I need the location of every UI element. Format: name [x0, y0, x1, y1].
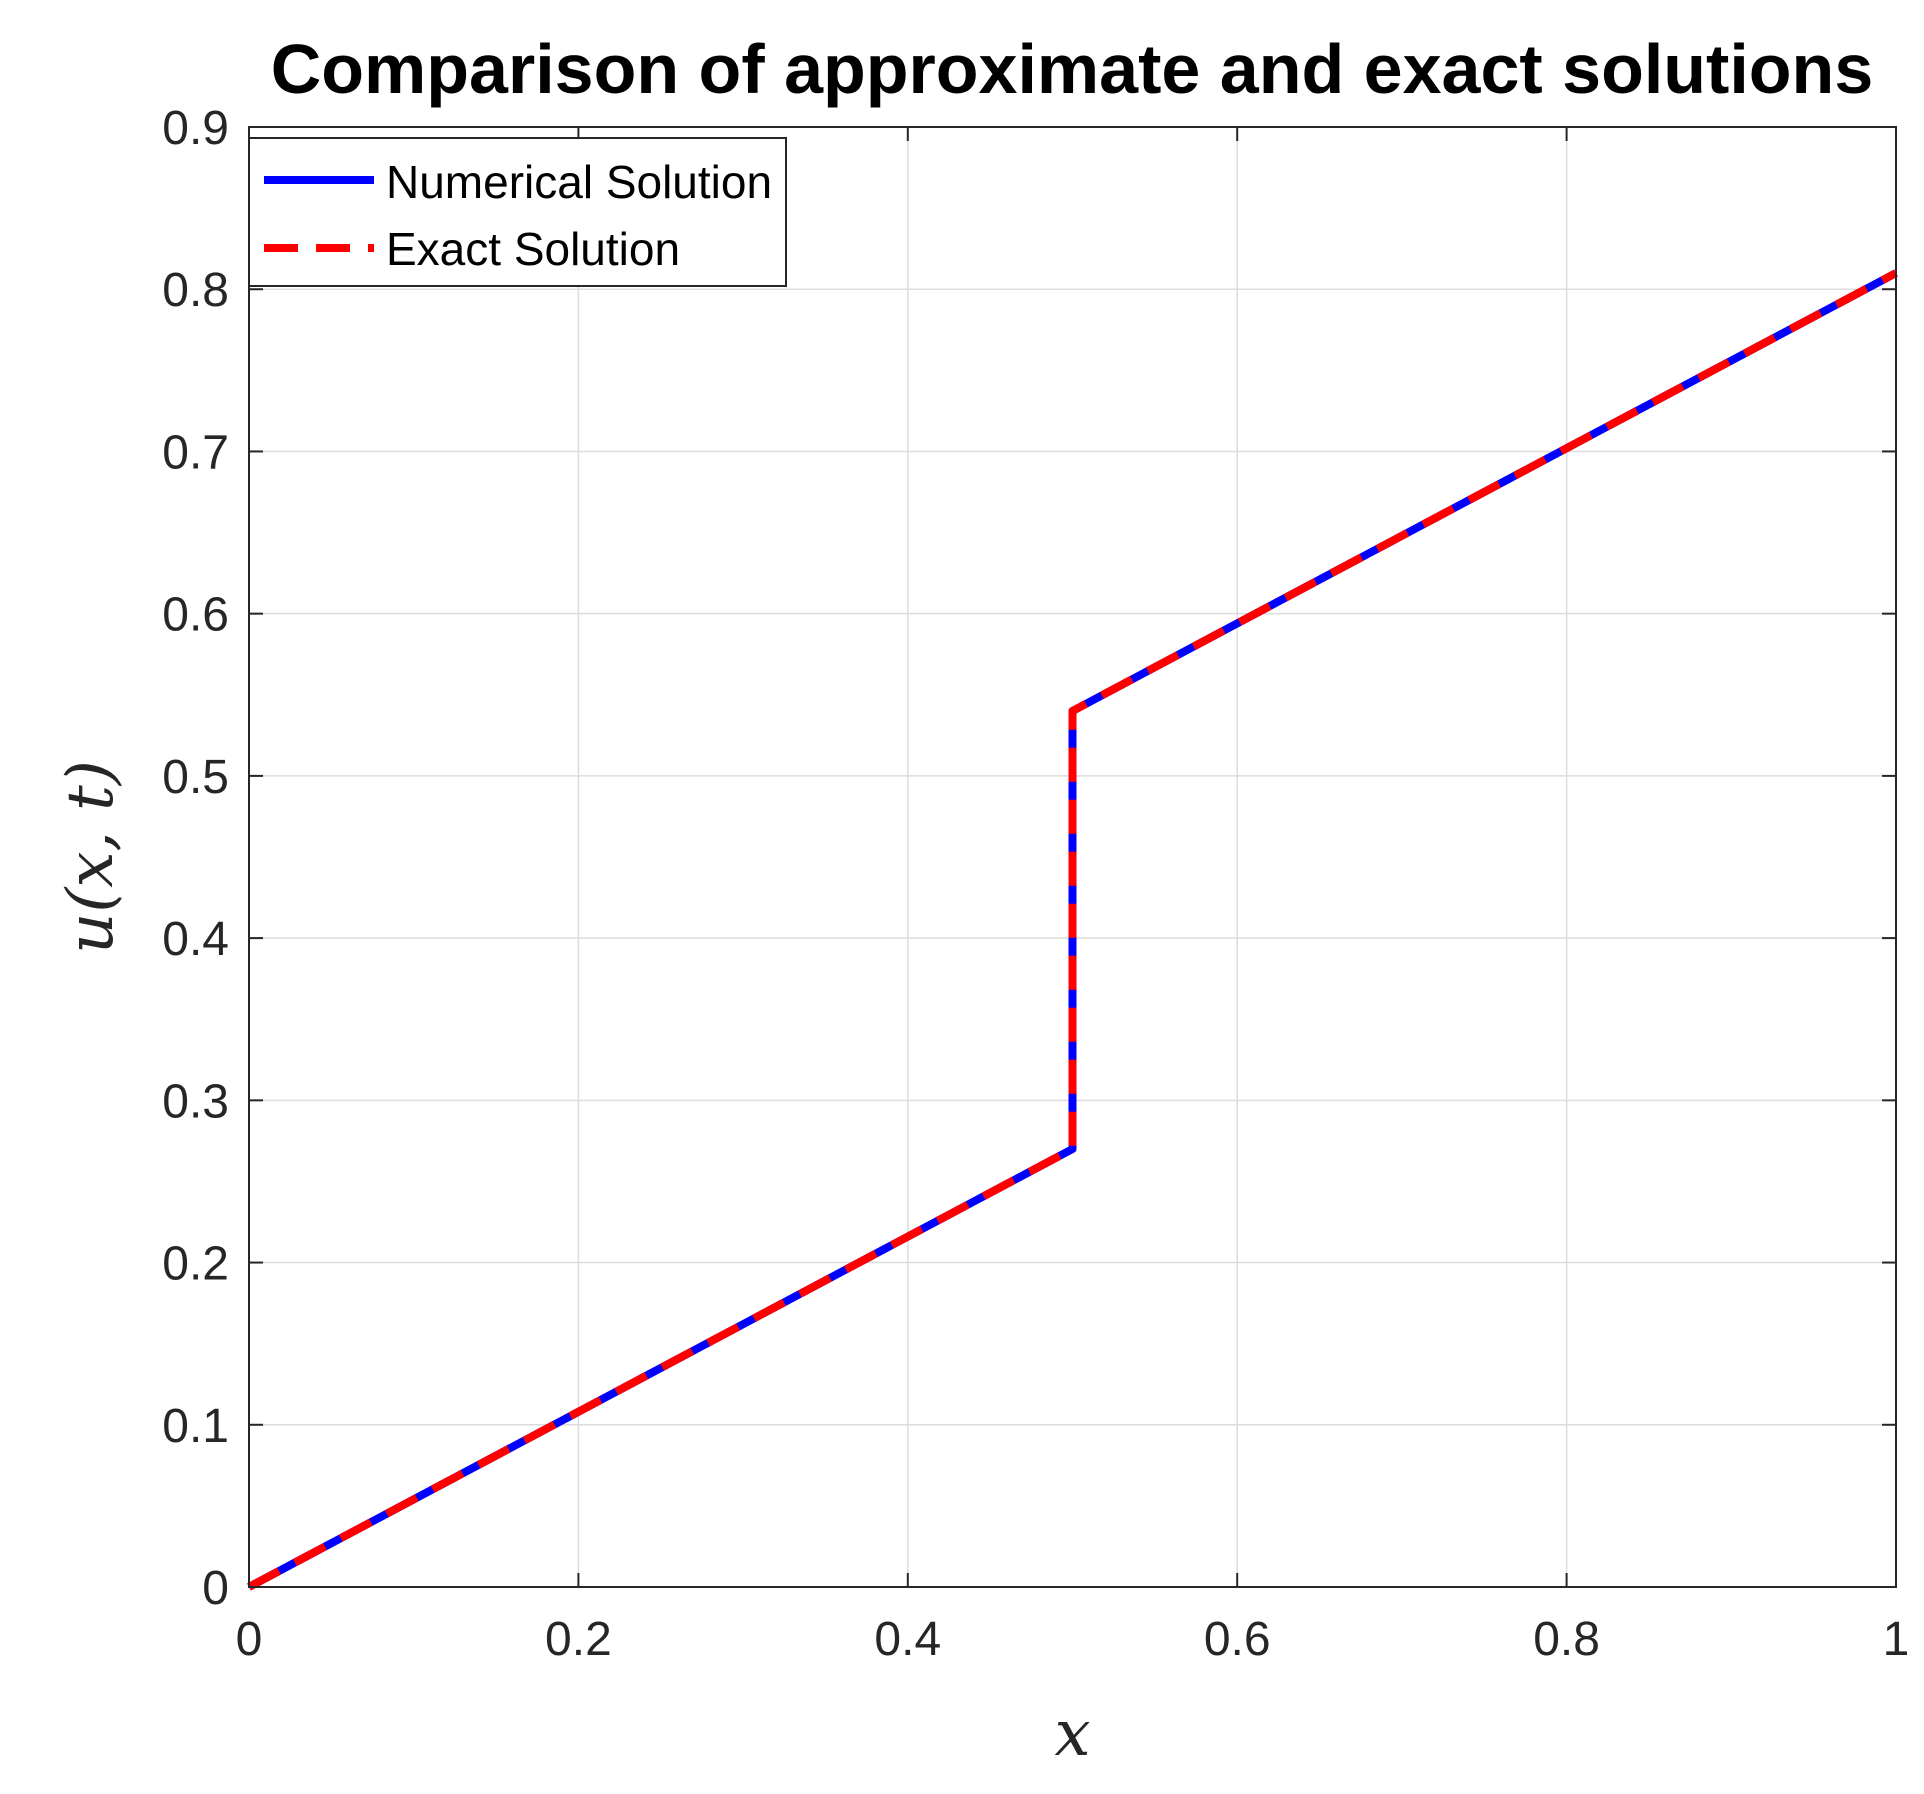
y-tick-label: 0.3 — [162, 1075, 229, 1128]
x-tick-label: 0.2 — [545, 1613, 612, 1666]
series-lines — [247, 269, 1898, 1591]
y-tick-label: 0 — [202, 1562, 229, 1615]
y-tick-label: 0.8 — [162, 264, 229, 317]
y-tick-label: 0.9 — [162, 102, 229, 155]
y-tick-label: 0.5 — [162, 751, 229, 804]
x-tick-label: 0.4 — [874, 1613, 941, 1666]
grid-lines — [249, 127, 1896, 1587]
legend-label-exact: Exact Solution — [386, 223, 680, 275]
x-tick-label: 1 — [1883, 1613, 1910, 1666]
axes-box — [248, 126, 1897, 1588]
x-tick-label: 0.8 — [1533, 1613, 1600, 1666]
chart-title: Comparison of approximate and exact solu… — [271, 30, 1874, 108]
y-tick-label: 0.1 — [162, 1400, 229, 1453]
x-tick-label: 0.6 — [1204, 1613, 1271, 1666]
y-tick-label: 0.7 — [162, 426, 229, 479]
axis-ticks: 0 0.2 0.4 0.6 0.8 1 0 0.1 0.2 0.3 0.4 0.5 0.6 0.7 0.8 0… — [162, 102, 1909, 1666]
legend-label-numerical: Numerical Solution — [386, 156, 772, 208]
y-tick-label: 0.4 — [162, 913, 229, 966]
y-tick-label: 0.2 — [162, 1238, 229, 1291]
legend-box — [248, 137, 787, 287]
x-axis-label: x — [1054, 1697, 1090, 1771]
x-tick-label: 0 — [236, 1613, 263, 1666]
legend: Numerical Solution Exact Solution — [248, 137, 787, 287]
y-axis-label: u(x, t) — [54, 760, 128, 954]
y-tick-label: 0.6 — [162, 589, 229, 642]
series-line-exact — [247, 269, 1898, 1591]
